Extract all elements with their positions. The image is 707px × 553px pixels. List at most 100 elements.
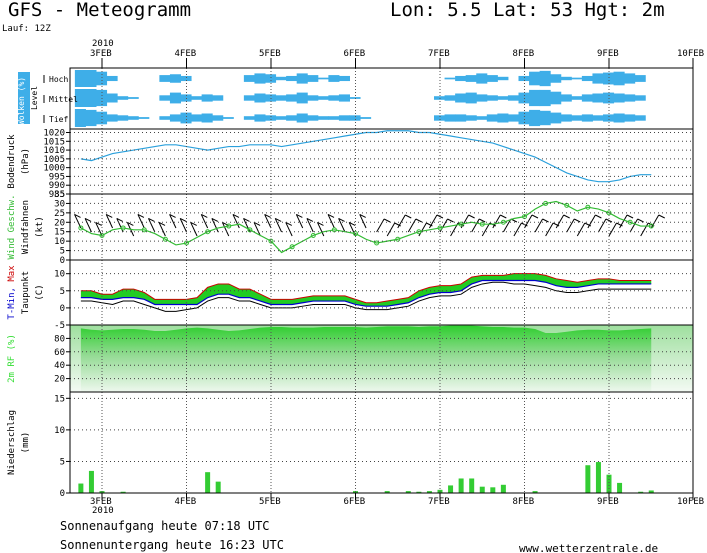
clouds-axis-label: Wolken (%) <box>17 77 26 125</box>
wind-barb-flag <box>116 217 124 222</box>
wind-tick-label: 15 <box>54 228 65 238</box>
wind-speed-point <box>141 227 147 233</box>
temperature-axis-label: T-Min, Max <box>7 265 17 320</box>
wind-barb <box>376 218 385 233</box>
wind-barb <box>587 214 596 229</box>
day-label-top: 4FEB <box>175 49 197 59</box>
wind-speed-point <box>226 223 232 229</box>
wind-barb <box>274 218 283 233</box>
wind-barb-flag <box>179 217 187 222</box>
wind-barb <box>492 214 501 229</box>
cloud-cell <box>497 113 509 123</box>
wind-barb <box>137 214 145 229</box>
wind-barb <box>338 218 346 233</box>
pressure-panel <box>69 128 694 195</box>
wind-barb <box>105 214 114 229</box>
wind-barb-flag <box>574 218 581 223</box>
wind-barb <box>407 218 417 233</box>
wind-barb-flag <box>285 221 293 226</box>
wind-barb <box>253 222 261 237</box>
cloud-cell <box>624 94 636 102</box>
humidity-axis-label: 2m RF (%) <box>7 334 17 383</box>
wind-barb-flag <box>447 218 454 223</box>
cloud-cell <box>254 73 266 84</box>
cloud-cell <box>624 73 636 84</box>
wind-barb-flag <box>317 221 324 226</box>
wind-barb <box>386 222 396 237</box>
cloud-cell <box>434 115 446 121</box>
wind-barb <box>211 218 219 233</box>
wind-barb <box>264 214 272 229</box>
wind-barb-flag <box>296 213 303 218</box>
tmax-line <box>80 273 652 304</box>
day-label-top: 9FEB <box>597 49 619 59</box>
cloud-cell <box>212 115 224 121</box>
precipitation-bar <box>426 491 432 493</box>
day-label-bottom: 7FEB <box>428 497 450 507</box>
wind-barb <box>221 222 230 237</box>
tmin-label: T-Min, <box>7 282 17 320</box>
wind-speed-point <box>120 225 126 231</box>
wind-barb <box>619 214 628 229</box>
cloud-cell <box>296 113 308 123</box>
wind-barb-flag <box>605 218 613 223</box>
wind-barb-flag <box>383 218 391 223</box>
cloud-cell <box>634 115 646 121</box>
cloud-cell <box>85 109 97 127</box>
cloud-cell <box>317 77 329 80</box>
temperature-range-area <box>80 273 652 307</box>
cloud-cell <box>275 95 287 101</box>
wind-barb-flag <box>338 217 345 222</box>
cloud-cell <box>455 114 467 122</box>
cloud-cell <box>550 74 562 83</box>
wind-barb-flag <box>359 213 366 218</box>
precipitation-bar <box>384 491 390 493</box>
chart-title: GFS - Meteogramm <box>8 0 191 21</box>
wind-speed-point <box>437 225 443 231</box>
wind-speed-point <box>247 227 253 233</box>
cloud-label-box <box>18 72 30 124</box>
cloud-cell <box>286 94 298 102</box>
cloud-cell <box>624 114 636 122</box>
pressure-tick-label: 1000 <box>43 164 65 174</box>
temperature-unit-label: (C) <box>35 284 45 300</box>
sunrise-text: Sonnenaufgang heute 07:18 UTC <box>60 519 270 533</box>
cloud-cell <box>529 89 541 107</box>
cloud-cell <box>317 116 329 120</box>
precipitation-bar <box>353 491 358 493</box>
wind-barb <box>285 222 293 237</box>
cloud-cell <box>507 95 519 101</box>
wind-barb <box>534 218 543 233</box>
day-label-bottom: 6FEB <box>344 497 366 507</box>
day-label-top: 3FEB <box>90 49 112 59</box>
wind-barb <box>429 214 438 229</box>
sunset-text: Sonnenuntergang heute 16:23 UTC <box>60 538 284 552</box>
cloud-cell <box>169 74 181 83</box>
pressure-tick-label: 995 <box>49 172 65 182</box>
wind-speed-point <box>500 219 506 225</box>
cloud-cell <box>613 93 625 103</box>
cloud-cell <box>634 95 646 101</box>
precipitation-bar <box>606 474 612 493</box>
pressure-tick-label: 985 <box>49 190 65 200</box>
wind-speed-point <box>543 200 549 206</box>
precipitation-bar <box>585 465 591 493</box>
cloud-cell <box>571 96 583 100</box>
wind-barb-flag <box>327 213 335 218</box>
cloud-cell <box>338 75 350 82</box>
wind-axis-label: Windfahnen <box>21 200 31 254</box>
wind-barb-flag <box>626 214 634 219</box>
wind-barb <box>397 214 406 229</box>
wind-barb <box>148 218 156 233</box>
website-link[interactable]: www.wetterzentrale.de <box>519 542 658 553</box>
cloud-cell <box>497 96 509 100</box>
cloud-cell <box>117 115 129 121</box>
wind-barb <box>545 222 554 237</box>
cloud-cell <box>243 75 255 82</box>
cloud-cell <box>539 110 551 126</box>
cloud-cell <box>455 75 467 82</box>
cloud-cell <box>85 70 97 87</box>
wind-barb-flag <box>563 214 570 219</box>
